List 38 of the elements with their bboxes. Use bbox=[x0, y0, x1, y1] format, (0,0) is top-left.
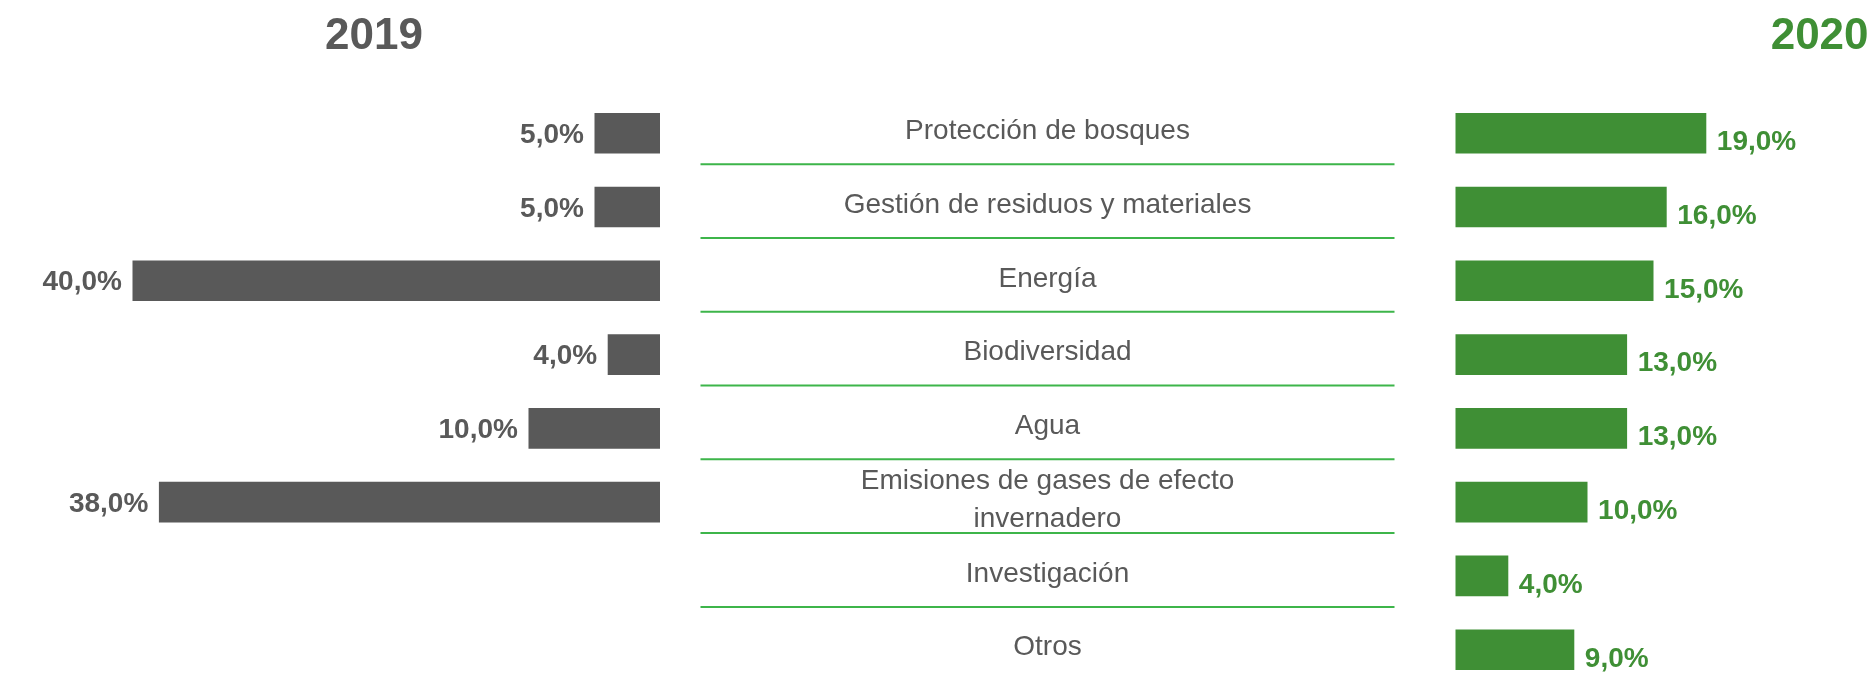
y-tick-label: Emisiones de gases de efecto invernadero bbox=[860, 464, 1235, 533]
data-label: 15,0% bbox=[1664, 272, 1744, 304]
bar bbox=[1455, 186, 1667, 228]
bar bbox=[528, 408, 660, 449]
bar bbox=[158, 481, 660, 523]
series-label: 2020 bbox=[1770, 9, 1869, 59]
data-label: 10,0% bbox=[1598, 494, 1678, 526]
data-label: 16,0% bbox=[1677, 198, 1757, 230]
bar bbox=[607, 334, 660, 375]
y-tick-label: Agua bbox=[1014, 409, 1081, 441]
data-label: 38,0% bbox=[68, 486, 149, 518]
bar bbox=[594, 113, 660, 154]
bar bbox=[132, 260, 660, 302]
data-label: 13,0% bbox=[1637, 346, 1718, 378]
y-tick-label: Energía bbox=[998, 261, 1097, 293]
data-label: 10,0% bbox=[438, 412, 519, 444]
bar bbox=[1455, 408, 1628, 449]
data-label: 13,0% bbox=[1637, 420, 1718, 452]
y-tick-label: Gestión de residuos y materiales bbox=[843, 187, 1252, 219]
bar bbox=[1455, 555, 1509, 597]
bar bbox=[1455, 481, 1588, 523]
bar bbox=[1455, 113, 1707, 154]
y-tick-label: Otros bbox=[1013, 630, 1082, 662]
bar bbox=[594, 186, 660, 228]
bar bbox=[1455, 334, 1628, 375]
data-label: 4,0% bbox=[1518, 567, 1583, 599]
y-tick-label: Protección de bosques bbox=[905, 114, 1190, 146]
data-label: 5,0% bbox=[520, 117, 585, 149]
data-label: 40,0% bbox=[42, 265, 123, 297]
data-label: 19,0% bbox=[1716, 125, 1797, 157]
y-tick-label: Investigación bbox=[965, 556, 1130, 588]
bar bbox=[1455, 260, 1654, 302]
data-label: 9,0% bbox=[1584, 641, 1649, 673]
data-label: 5,0% bbox=[520, 191, 585, 223]
bar bbox=[1455, 629, 1575, 670]
data-label: 4,0% bbox=[533, 339, 598, 371]
y-tick-label: Biodiversidad bbox=[963, 335, 1132, 367]
text: 2019 bbox=[325, 9, 423, 59]
